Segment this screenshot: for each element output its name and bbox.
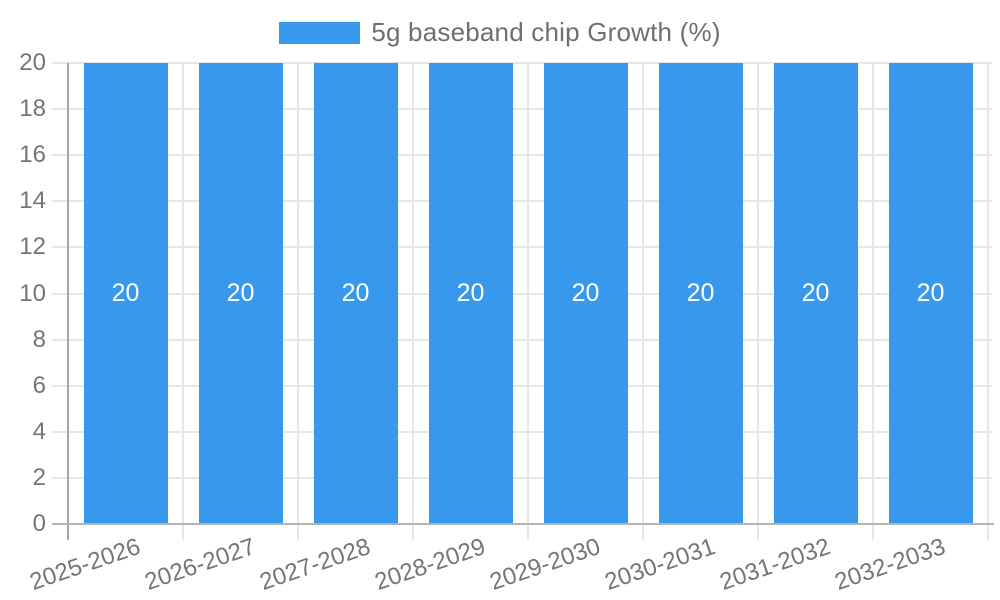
bar-data-label: 20 [801, 279, 830, 307]
y-axis-tick-label: 18 [19, 95, 46, 123]
y-axis-tick-label: 6 [32, 371, 46, 399]
bar[interactable]: 20 [543, 63, 628, 524]
y-axis-tick-label: 16 [19, 141, 46, 169]
bar-data-label: 20 [686, 279, 715, 307]
x-gridline [527, 63, 529, 540]
x-gridline [412, 63, 414, 540]
x-gridline [987, 63, 989, 540]
bar[interactable]: 20 [888, 63, 973, 524]
bar[interactable]: 20 [658, 63, 743, 524]
y-gridline [52, 200, 992, 203]
y-axis-line [67, 63, 69, 540]
y-axis-tick-label: 20 [19, 49, 46, 76]
bar-data-label: 20 [571, 279, 600, 307]
y-gridline [52, 476, 992, 479]
x-gridline [872, 63, 874, 540]
y-axis-tick-label: 0 [32, 510, 46, 537]
bar-data-label: 20 [111, 279, 140, 307]
legend-label[interactable]: 5g baseband chip Growth (%) [371, 17, 721, 47]
x-gridline [182, 63, 184, 540]
bar[interactable]: 20 [773, 63, 858, 524]
x-gridline [297, 63, 299, 540]
legend-swatch[interactable] [279, 21, 361, 44]
y-gridline [52, 292, 992, 295]
bar-data-label: 20 [341, 279, 370, 307]
y-axis-tick-label: 10 [19, 279, 46, 307]
bar-data-label: 20 [916, 279, 945, 307]
bar[interactable]: 20 [428, 63, 513, 524]
y-gridline [52, 430, 992, 433]
y-gridline [52, 108, 992, 111]
y-axis-tick-label: 14 [19, 187, 46, 215]
y-gridline [52, 62, 992, 64]
y-gridline [52, 154, 992, 157]
bar[interactable]: 20 [198, 63, 283, 524]
y-gridline [52, 338, 992, 341]
bar-data-label: 20 [226, 279, 255, 307]
y-gridline [52, 246, 992, 249]
y-axis-tick-label: 12 [19, 233, 46, 261]
y-axis-tick-label: 2 [32, 463, 46, 491]
bar-data-label: 20 [456, 279, 485, 307]
chart-legend: 5g baseband chip Growth (%) [0, 17, 1000, 48]
x-gridline [757, 63, 759, 540]
y-axis-tick-label: 8 [32, 325, 46, 353]
y-axis-tick-label: 4 [32, 417, 46, 445]
bar[interactable]: 20 [83, 63, 168, 524]
x-gridline [642, 63, 644, 540]
y-gridline [52, 384, 992, 387]
bar[interactable]: 20 [313, 63, 398, 524]
x-axis-line [52, 523, 994, 525]
